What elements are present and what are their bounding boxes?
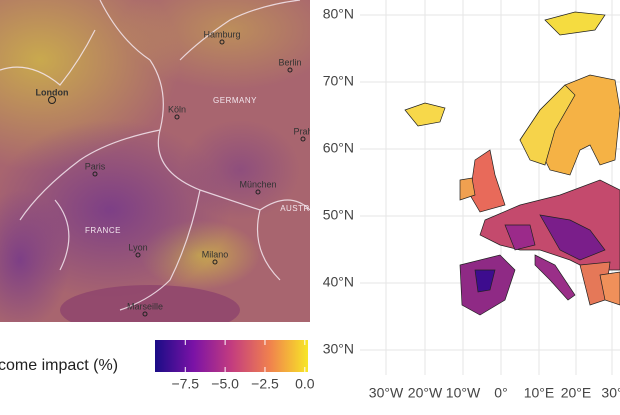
lon-label: 0° [494, 385, 507, 401]
colorbar-label: come impact (%) [0, 357, 118, 374]
city-label: Lyon [128, 242, 147, 252]
city-dot [219, 39, 225, 45]
city-dot [135, 252, 141, 258]
lon-label: 30° [601, 385, 620, 401]
lat-label: 60°N [323, 140, 354, 156]
lon-label: 20°W [408, 385, 443, 401]
lon-label: 30°W [369, 385, 404, 401]
city-dot [300, 136, 306, 142]
colorbar-tick-label: −2.5 [251, 376, 279, 392]
city-dot [48, 96, 56, 104]
city-dot [92, 171, 98, 177]
lat-label: 70°N [323, 73, 354, 89]
lon-label: 10°W [446, 385, 481, 401]
city-dot [287, 67, 293, 73]
lon-label: 10°E [524, 385, 555, 401]
city-label: Paris [85, 161, 106, 171]
lat-label: 50°N [323, 207, 354, 223]
colorbar-tick-label: 0.0 [295, 376, 315, 392]
city-label: London [36, 87, 69, 97]
country-label: GERMANY [213, 96, 257, 105]
country-label: FRANCE [85, 226, 121, 235]
city-label: Köln [168, 104, 186, 114]
city-label: München [239, 179, 276, 189]
colorbar-tick-label: −7.5 [171, 376, 199, 392]
city-dot [174, 114, 180, 120]
lat-label: 80°N [323, 6, 354, 22]
lat-label: 30°N [323, 341, 354, 357]
europe-map [404, 11, 620, 316]
city-dot [142, 311, 148, 317]
country-label: AUSTR [280, 204, 310, 213]
city-dot [212, 259, 218, 265]
city-label: Marseille [127, 301, 163, 311]
colorbar-gradient [155, 340, 308, 372]
left-map: Hamburg Berlin London Köln Paris München Lyon M… [0, 0, 312, 322]
colorbar: come impact (%) −7.5 −5.0 −2.5 0.0 [0, 340, 315, 392]
city-dot [255, 189, 261, 195]
city-label: Hamburg [203, 29, 240, 39]
colorbar-tick-label: −5.0 [211, 376, 239, 392]
city-label: Prah [293, 126, 312, 136]
city-label: Berlin [278, 57, 301, 67]
city-label: Milano [202, 249, 229, 259]
lat-label: 40°N [323, 274, 354, 290]
lon-label: 20°E [561, 385, 592, 401]
